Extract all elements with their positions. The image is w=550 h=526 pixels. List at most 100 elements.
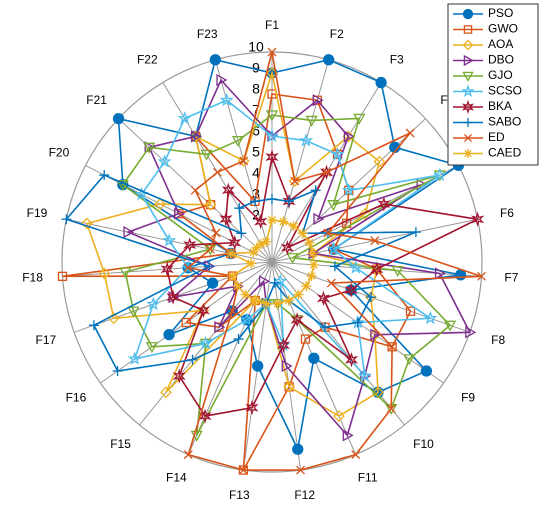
marker bbox=[265, 110, 279, 122]
marker bbox=[373, 155, 386, 168]
axis-label: F19 bbox=[27, 206, 48, 220]
marker bbox=[240, 289, 251, 300]
spoke bbox=[271, 59, 330, 263]
marker bbox=[166, 289, 180, 305]
r-tick-label: 7 bbox=[252, 102, 260, 118]
marker bbox=[286, 253, 299, 265]
marker bbox=[296, 465, 306, 475]
marker bbox=[344, 282, 358, 298]
marker bbox=[233, 334, 244, 345]
marker bbox=[227, 271, 238, 282]
axis-label: F3 bbox=[390, 53, 404, 67]
axis-label: F15 bbox=[110, 437, 131, 451]
marker bbox=[246, 258, 257, 269]
marker bbox=[301, 281, 312, 292]
marker bbox=[154, 198, 167, 210]
legend-label: BKA bbox=[488, 99, 512, 113]
marker bbox=[145, 342, 159, 354]
marker bbox=[477, 271, 486, 281]
marker bbox=[81, 217, 93, 230]
marker bbox=[99, 170, 110, 181]
marker bbox=[342, 429, 354, 442]
axis-label: F6 bbox=[500, 206, 514, 220]
marker bbox=[281, 359, 293, 373]
marker bbox=[57, 271, 68, 281]
marker bbox=[387, 342, 397, 352]
spoke bbox=[271, 261, 405, 426]
axis-label: F14 bbox=[166, 471, 187, 485]
marker bbox=[454, 269, 467, 281]
marker bbox=[348, 260, 363, 274]
marker bbox=[370, 236, 380, 246]
marker bbox=[234, 203, 245, 214]
marker bbox=[228, 235, 242, 251]
axis-label: F16 bbox=[66, 390, 87, 404]
marker bbox=[405, 128, 415, 138]
marker bbox=[351, 450, 361, 460]
marker bbox=[462, 39, 474, 51]
axis-label: F7 bbox=[504, 270, 518, 284]
marker bbox=[181, 317, 191, 328]
marker bbox=[322, 167, 332, 177]
legend-label: AOA bbox=[488, 37, 513, 51]
marker bbox=[88, 320, 99, 331]
r-tick-label: 5 bbox=[252, 144, 260, 160]
marker bbox=[391, 265, 404, 277]
legend-label: SABO bbox=[488, 115, 521, 129]
marker bbox=[320, 322, 331, 333]
marker bbox=[288, 221, 299, 232]
marker bbox=[250, 295, 261, 306]
marker bbox=[461, 99, 475, 115]
marker bbox=[272, 298, 283, 309]
r-tick-label: 10 bbox=[248, 39, 264, 55]
marker bbox=[239, 312, 254, 326]
marker bbox=[304, 237, 315, 248]
marker bbox=[231, 136, 245, 148]
marker bbox=[172, 368, 186, 384]
marker bbox=[112, 113, 125, 125]
axis-label: F1 bbox=[265, 18, 279, 32]
marker bbox=[375, 76, 387, 89]
marker bbox=[221, 182, 235, 198]
marker bbox=[239, 156, 249, 166]
marker bbox=[190, 130, 202, 143]
series-line bbox=[166, 154, 481, 417]
marker bbox=[264, 128, 280, 143]
marker bbox=[211, 228, 221, 238]
marker bbox=[330, 146, 345, 161]
marker bbox=[232, 281, 243, 292]
r-tick-label: 2 bbox=[252, 207, 260, 223]
marker bbox=[327, 200, 340, 212]
series-line bbox=[125, 78, 472, 437]
marker bbox=[238, 465, 248, 475]
marker bbox=[256, 239, 267, 250]
marker bbox=[372, 386, 384, 399]
marker bbox=[237, 154, 250, 167]
marker bbox=[353, 113, 366, 125]
series-line bbox=[85, 69, 381, 418]
marker bbox=[119, 267, 132, 279]
marker bbox=[144, 141, 156, 154]
series-line bbox=[62, 93, 412, 471]
marker bbox=[276, 337, 291, 353]
marker bbox=[283, 380, 296, 393]
marker bbox=[252, 360, 264, 372]
axis-label: F12 bbox=[294, 488, 315, 502]
marker bbox=[216, 73, 228, 87]
marker bbox=[183, 450, 193, 460]
marker bbox=[267, 47, 277, 57]
marker bbox=[405, 306, 416, 316]
marker bbox=[377, 196, 391, 212]
marker bbox=[245, 399, 259, 416]
marker bbox=[461, 84, 475, 98]
marker bbox=[463, 118, 473, 127]
marker bbox=[225, 248, 236, 259]
marker bbox=[160, 386, 172, 399]
marker bbox=[61, 214, 72, 225]
marker bbox=[236, 228, 247, 239]
marker bbox=[127, 351, 142, 365]
marker bbox=[290, 312, 304, 328]
axis-label: F20 bbox=[49, 146, 70, 160]
marker bbox=[434, 267, 446, 280]
marker bbox=[443, 320, 457, 332]
